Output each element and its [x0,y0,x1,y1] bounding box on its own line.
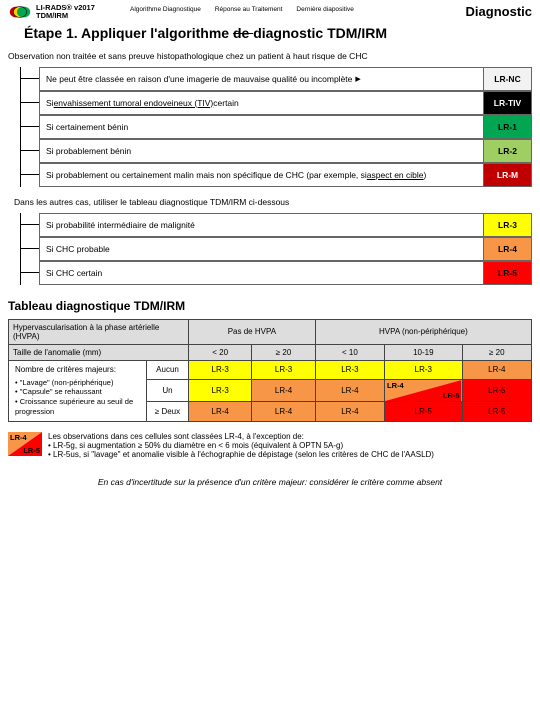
header: LI-RADS® v2017 TDM/IRM Algorithme Diagno… [0,0,540,23]
lirads-logo-icon [8,4,32,20]
cell-b0: LR-3 [189,380,252,402]
table-title: Tableau diagnostique TDM/IRM [0,285,540,319]
tree-badge: LR-2 [484,139,532,163]
tab-response[interactable]: Réponse au Traitement [215,6,283,13]
step-title-pre: Étape 1. Appliquer l'algorithme [24,25,233,41]
tree-cell: Si CHC certain [39,261,484,285]
diagnostic-table: Hypervascularisation à la phase artériel… [8,319,532,422]
step-title-post: diagnostic TDM/IRM [253,25,387,41]
tree-badge: LR-3 [484,213,532,237]
th-s2: ≥ 20 [252,344,315,360]
tree-2: Si probabilité intermédiaire de malignit… [14,213,540,285]
step-title-strike: de [233,25,253,41]
logo-text: LI-RADS® v2017 TDM/IRM [36,4,95,21]
logo-title2: TDM/IRM [36,12,95,20]
th-hvpa-np: HVPA (non-périphérique) [315,319,531,344]
tree-1: Ne peut être classée en raison d'une ima… [14,67,540,187]
tree-badge: LR-1 [484,115,532,139]
th-hvpa: Hypervascularisation à la phase artériel… [9,319,189,344]
th-s4: 10-19 [385,344,463,360]
cell-c1: LR-4 [252,402,315,422]
mid-text: Dans les autres cas, utiliser le tableau… [0,187,540,213]
tree-cell: Si probablement ou certainement malin ma… [39,163,484,187]
tabs: Algorithme Diagnostique Réponse au Trait… [130,6,354,13]
tree-badge: LR-M [484,163,532,187]
fn-bot: LR-5 [8,445,42,456]
cell-a3: LR-3 [385,360,463,380]
cell-a0: LR-3 [189,360,252,380]
bullet-3: • Croissance supérieure au seuil de prog… [15,397,140,417]
footer-italic: En cas d'incertitude sur la présence d'u… [0,463,540,493]
th-no-hvpa: Pas de HVPA [189,319,316,344]
criteria-cell: Nombre de critères majeurs: • "Lavage" (… [9,360,147,421]
cell-b4: LR-5 [462,380,531,402]
cell-b2: LR-4 [315,380,384,402]
cell-c2: LR-4 [315,402,384,422]
row-c-label: ≥ Deux [147,402,189,422]
bullet-2: • "Capsule" se rehaussant [15,387,140,397]
footnote: LR-4 LR-5 Les observations dans ces cell… [0,422,540,463]
observation-text: Observation non traitée et sans preuve h… [0,47,540,67]
footnote-text: Les observations dans ces cellules sont … [48,432,434,459]
tree-badge: LR-4 [484,237,532,261]
fn-l1: Les observations dans ces cellules sont … [48,432,434,441]
step-title: Étape 1. Appliquer l'algorithme de diagn… [0,23,540,47]
footnote-badge: LR-4 LR-5 [8,432,42,456]
cell-c0: LR-4 [189,402,252,422]
cell-a1: LR-3 [252,360,315,380]
cell-b3-split: LR-4LR-5 [385,380,463,402]
cell-a4: LR-4 [462,360,531,380]
th-size: Taille de l'anomalie (mm) [9,344,189,360]
tree-cell: Si CHC probable [39,237,484,261]
page-title: Diagnostic [466,4,532,19]
fn-l2: • LR-5g, si augmentation ≥ 50% du diamèt… [48,441,434,450]
tree-badge: LR-TIV [484,91,532,115]
cell-a2: LR-3 [315,360,384,380]
row-a-label: Aucun [147,360,189,380]
row-b-label: Un [147,380,189,402]
criteria-header: Nombre de critères majeurs: [15,365,140,374]
fn-top: LR-4 [8,432,42,443]
cell-c4: LR-5 [462,402,531,422]
tab-last[interactable]: Dernière diapositive [296,6,353,13]
bullet-1: • "Lavage" (non-périphérique) [15,378,140,388]
th-s5: ≥ 20 [462,344,531,360]
cell-c3: LR-5 [385,402,463,422]
th-s1: < 20 [189,344,252,360]
tab-algo[interactable]: Algorithme Diagnostique [130,6,201,13]
th-s3: < 10 [315,344,384,360]
tree-cell: Si envahissement tumoral endoveineux (TI… [39,91,484,115]
tree-badge: LR-5 [484,261,532,285]
tree-cell: Si certainement bénin [39,115,484,139]
tree-cell: Si probabilité intermédiaire de malignit… [39,213,484,237]
tree-cell: Ne peut être classée en raison d'une ima… [39,67,484,91]
tree-badge: LR-NC [484,67,532,91]
tree-cell: Si probablement bénin [39,139,484,163]
cell-b1: LR-4 [252,380,315,402]
fn-l3: • LR-5us, si "lavage" et anomalie visibl… [48,450,434,459]
